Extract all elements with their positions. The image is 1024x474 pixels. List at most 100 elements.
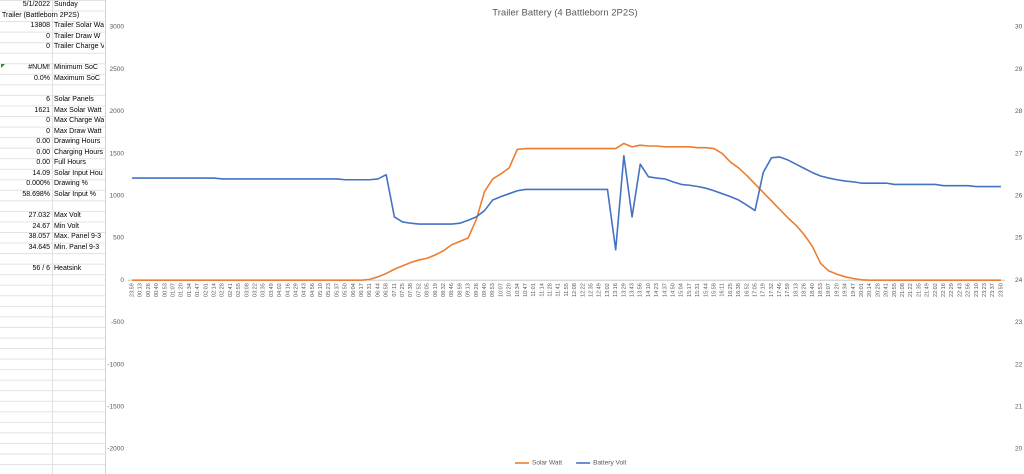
cell[interactable]: 34.645 [28, 243, 50, 251]
x-tick-label: 08:19 [433, 283, 439, 297]
x-tick-label: 15:44 [703, 283, 709, 297]
x-tick-label: 00:26 [146, 283, 152, 297]
cell[interactable]: 24.67 [32, 222, 50, 230]
x-tick-label: 18:13 [793, 283, 799, 297]
x-tick-label: 09:40 [482, 283, 488, 297]
cell[interactable]: Max Volt [54, 212, 81, 219]
x-tick-label: 15:31 [695, 283, 701, 297]
x-tick-label: 21:35 [916, 283, 922, 297]
cell[interactable]: Drawing % [54, 180, 88, 188]
cell[interactable]: 1621 [34, 106, 50, 114]
error-indicator [1, 64, 5, 69]
legend-label: Solar Watt [532, 460, 562, 467]
x-tick-label: 13:29 [621, 283, 627, 297]
cell[interactable]: Trailer Draw W [54, 32, 101, 40]
cell[interactable]: Solar Panels [54, 95, 94, 103]
x-tick-label: 01:07 [171, 283, 177, 297]
x-tick-label: 14:37 [662, 283, 668, 297]
cell[interactable]: Drawing Hours [54, 138, 101, 146]
cell[interactable]: Trailer Charge V [54, 43, 104, 51]
x-tick-label: 01:34 [187, 283, 193, 297]
x-tick-label: 19:47 [851, 283, 857, 297]
x-tick-label: 22:43 [957, 283, 963, 297]
x-tick-label: 05:37 [334, 283, 340, 297]
x-tick-label: 20:28 [875, 283, 881, 297]
x-tick-label: 18:26 [802, 283, 808, 297]
x-tick-label: 11:14 [539, 283, 545, 296]
y-tick-label: 1000 [110, 193, 125, 200]
x-tick-label: 04:02 [277, 283, 283, 297]
x-tick-label: 19:07 [826, 283, 832, 297]
cell[interactable]: 27.032 [28, 212, 50, 219]
cell[interactable]: 0.00 [36, 159, 50, 167]
x-tick-label: 16:11 [720, 283, 726, 296]
y-tick-label: -1500 [107, 404, 124, 411]
x-tick-label: 08:05 [425, 283, 431, 297]
cell[interactable]: Trailer (Battleborn 2P2S) [2, 11, 80, 19]
cell[interactable]: 0.00 [36, 148, 50, 156]
cell[interactable]: 0.00 [36, 138, 50, 146]
x-tick-label: 12:49 [597, 283, 603, 297]
x-tick-label: 04:29 [293, 283, 299, 297]
series-line [132, 154, 1001, 251]
cell[interactable]: 13808 [30, 22, 50, 30]
cell[interactable]: Max. Panel 9-3 [54, 233, 102, 241]
cell[interactable]: #NUM! [28, 64, 50, 72]
cell[interactable]: 5/1/2022 [22, 1, 50, 8]
cell[interactable]: Minimum SoC [54, 64, 98, 72]
cell[interactable]: 6 [46, 95, 50, 103]
y2-tick-label: 30 [1015, 24, 1023, 31]
x-tick-label: 07:38 [408, 283, 414, 297]
cell[interactable]: 38.057 [28, 233, 50, 241]
cell[interactable]: Solar Input % [54, 190, 97, 198]
x-tick-label: 05:10 [318, 283, 324, 297]
x-tick-label: 00:53 [162, 283, 168, 297]
cell[interactable]: 58.698% [22, 190, 50, 198]
x-tick-label: 22:56 [966, 283, 972, 297]
x-tick-label: 05:23 [326, 283, 332, 297]
cell[interactable]: Min Volt [54, 222, 79, 230]
x-tick-label: 08:32 [441, 283, 447, 297]
y-tick-label: -1000 [107, 361, 124, 368]
x-tick-label: 06:17 [359, 283, 365, 297]
x-tick-label: 18:40 [810, 283, 816, 297]
x-tick-label: 08:59 [457, 283, 463, 297]
x-tick-label: 21:22 [908, 283, 914, 297]
cell[interactable]: Min. Panel 9-3 [54, 243, 100, 251]
x-tick-label: 02:28 [220, 283, 226, 297]
x-tick-label: 20:55 [892, 283, 898, 297]
y2-tick-label: 23 [1015, 319, 1023, 326]
x-tick-label: 03:49 [269, 283, 275, 297]
cell[interactable]: 0.0% [34, 74, 50, 82]
cell[interactable]: 0 [46, 127, 50, 135]
x-tick-label: 22:29 [949, 283, 955, 297]
cell[interactable]: Heatsink [54, 264, 82, 272]
x-tick-label: 16:25 [728, 283, 734, 297]
cell[interactable]: 0.000% [26, 180, 50, 188]
x-tick-label: 16:38 [736, 283, 742, 297]
x-tick-label: 06:04 [351, 283, 357, 297]
x-tick-label: 03:35 [261, 283, 267, 297]
cell[interactable]: Max Charge Wa [54, 117, 104, 125]
cell[interactable]: Maximum SoC [54, 74, 100, 82]
y-tick-label: 3000 [110, 24, 125, 31]
cell[interactable]: Solar Input Hou [54, 169, 103, 177]
cell[interactable]: Trailer Solar Wa [54, 22, 104, 30]
x-tick-label: 14:50 [671, 283, 677, 297]
cell[interactable]: Charging Hours [54, 148, 104, 156]
cell[interactable]: Sunday [54, 1, 78, 8]
cell[interactable]: Max Draw Watt [54, 127, 102, 135]
cell[interactable]: 0 [46, 117, 50, 125]
x-tick-label: 22:02 [933, 283, 939, 297]
x-tick-label: 23:37 [990, 283, 996, 297]
cell[interactable]: 0 [46, 43, 50, 51]
cell[interactable]: 0 [46, 32, 50, 40]
x-tick-label: 09:26 [474, 283, 480, 297]
x-tick-label: 17:19 [761, 283, 767, 297]
cell[interactable]: Full Hours [54, 159, 86, 167]
x-tick-label: 02:14 [212, 283, 218, 297]
cell[interactable]: 56 / 6 [32, 264, 50, 272]
cell[interactable]: Max Solar Watt [54, 106, 102, 114]
x-tick-label: 13:02 [605, 283, 611, 297]
cell[interactable]: 14.09 [32, 169, 50, 177]
